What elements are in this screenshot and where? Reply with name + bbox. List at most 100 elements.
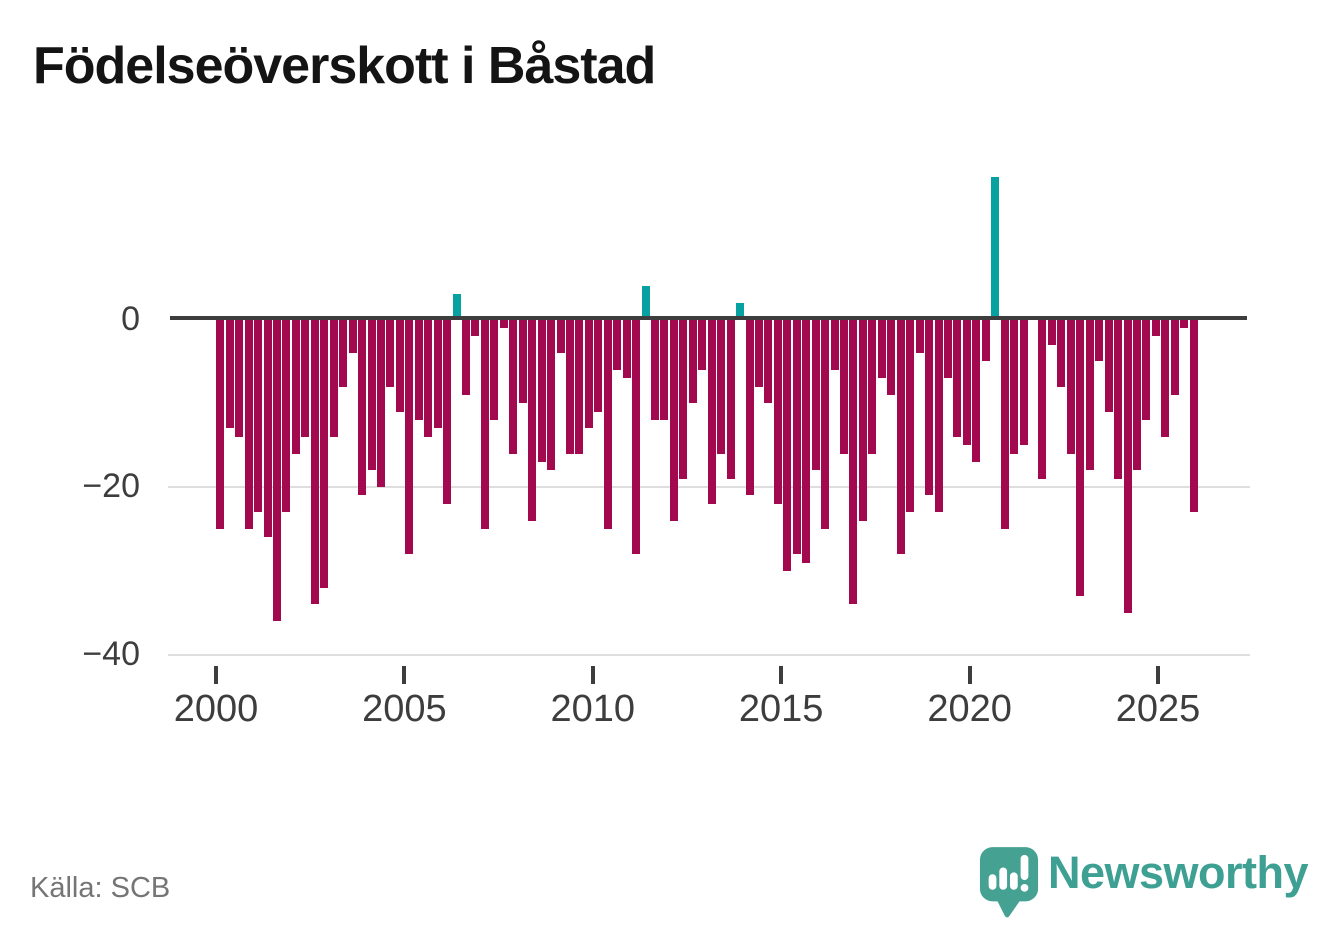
bar-2025q2 bbox=[1170, 319, 1179, 395]
bar-2022q1 bbox=[1047, 319, 1056, 345]
newsworthy-pin-icon bbox=[979, 847, 1039, 918]
x-axis-label-2025: 2025 bbox=[1115, 688, 1201, 730]
bar-2008q1 bbox=[518, 319, 527, 404]
bar-2022q4 bbox=[1076, 319, 1085, 597]
bar-2006q4 bbox=[471, 319, 480, 337]
bar-2009q4 bbox=[584, 319, 593, 429]
bar-2000q4 bbox=[244, 319, 253, 529]
bar-2002q2 bbox=[301, 319, 310, 437]
bar-2001q3 bbox=[273, 319, 281, 622]
bar-2019q1 bbox=[934, 319, 943, 513]
bar-2010q4 bbox=[622, 319, 631, 379]
bar-2022q2 bbox=[1057, 319, 1066, 387]
bar-2006q3 bbox=[462, 319, 470, 395]
bar-2018q4 bbox=[925, 319, 934, 496]
bar-2015q4 bbox=[811, 319, 820, 471]
bar-2025q4 bbox=[1189, 319, 1198, 513]
bar-2004q3 bbox=[386, 319, 395, 387]
x-tick-2025 bbox=[1156, 666, 1160, 684]
x-tick-2010 bbox=[590, 666, 595, 684]
bar-2009q3 bbox=[575, 319, 584, 454]
bar-2014q2 bbox=[754, 319, 763, 387]
bar-2015q2 bbox=[792, 319, 801, 555]
bar-2003q1 bbox=[329, 319, 338, 437]
bar-2004q2 bbox=[376, 319, 385, 488]
bar-2007q1 bbox=[480, 319, 489, 529]
bar-2020q4 bbox=[1000, 319, 1009, 529]
bar-2024q1 bbox=[1123, 319, 1132, 613]
bar-2008q2 bbox=[528, 319, 537, 521]
bar-2002q3 bbox=[310, 319, 319, 605]
x-axis-label-2000: 2000 bbox=[173, 688, 259, 730]
x-tick-2000 bbox=[214, 666, 218, 684]
bar-2017q2 bbox=[868, 319, 877, 454]
bar-2019q2 bbox=[943, 319, 952, 379]
bar-2021q4 bbox=[1038, 319, 1047, 479]
bar-2024q2 bbox=[1132, 319, 1141, 471]
bar-2023q2 bbox=[1095, 319, 1104, 362]
bar-2025q3 bbox=[1180, 319, 1189, 328]
bar-2016q2 bbox=[830, 319, 839, 370]
bar-2006q1 bbox=[443, 319, 452, 504]
bar-2020q1 bbox=[972, 319, 981, 462]
bar-2007q4 bbox=[509, 319, 518, 454]
bar-2013q2 bbox=[717, 319, 726, 454]
bar-2011q2 bbox=[641, 285, 650, 320]
bar-2010q2 bbox=[603, 319, 612, 529]
bar-2008q4 bbox=[547, 319, 556, 471]
x-tick-2015 bbox=[779, 666, 784, 684]
bar-2025q1 bbox=[1161, 319, 1170, 437]
x-axis-label-2015: 2015 bbox=[738, 688, 824, 730]
bar-2017q1 bbox=[858, 319, 867, 521]
bar-2007q2 bbox=[490, 319, 499, 421]
bar-2008q3 bbox=[537, 319, 546, 462]
bar-2013q1 bbox=[707, 319, 716, 504]
bar-2012q1 bbox=[669, 319, 678, 521]
bar-2007q3 bbox=[499, 319, 508, 328]
bar-2021q2 bbox=[1019, 319, 1028, 446]
gridline-y-40 bbox=[168, 653, 1250, 656]
bar-2005q4 bbox=[433, 319, 442, 429]
bar-2014q3 bbox=[764, 319, 773, 404]
bar-2002q4 bbox=[320, 319, 329, 588]
bar-2014q4 bbox=[773, 319, 782, 504]
bar-2016q4 bbox=[849, 319, 858, 605]
newsworthy-logo: Newsworthy bbox=[978, 843, 1309, 923]
bar-2003q4 bbox=[358, 319, 367, 496]
bar-2000q2 bbox=[225, 319, 234, 429]
zero-axis-line bbox=[170, 316, 1247, 320]
bar-2019q3 bbox=[953, 319, 962, 437]
bar-2015q1 bbox=[783, 319, 792, 571]
bar-2012q2 bbox=[679, 319, 688, 479]
bar-2018q1 bbox=[896, 319, 905, 555]
bar-2009q2 bbox=[565, 319, 574, 454]
x-tick-2005 bbox=[402, 666, 407, 684]
bar-2004q1 bbox=[367, 319, 376, 471]
bar-2005q2 bbox=[414, 319, 423, 421]
bar-2014q1 bbox=[745, 319, 754, 496]
bar-2020q3 bbox=[991, 177, 1000, 320]
bar-2010q3 bbox=[613, 319, 622, 370]
bar-2001q4 bbox=[282, 319, 291, 513]
bar-2011q3 bbox=[651, 319, 659, 421]
bar-2016q3 bbox=[840, 319, 848, 454]
bar-2023q3 bbox=[1104, 319, 1113, 412]
bar-2020q2 bbox=[981, 319, 990, 362]
bar-2006q2 bbox=[452, 294, 461, 320]
bar-2005q1 bbox=[405, 319, 414, 555]
bar-2021q1 bbox=[1010, 319, 1019, 454]
bar-2017q4 bbox=[887, 319, 896, 395]
x-axis-label-2005: 2005 bbox=[362, 688, 447, 730]
bar-2011q1 bbox=[632, 319, 641, 555]
bar-2012q4 bbox=[698, 319, 707, 370]
bar-2004q4 bbox=[395, 319, 404, 412]
bar-2013q3 bbox=[726, 319, 735, 479]
bar-2001q2 bbox=[263, 319, 272, 538]
bar-2009q1 bbox=[556, 319, 565, 354]
source-label: Källa: SCB bbox=[30, 872, 171, 904]
bar-2012q3 bbox=[688, 319, 697, 404]
x-axis-label-2010: 2010 bbox=[550, 688, 636, 730]
bar-2001q1 bbox=[254, 319, 263, 513]
bar-2000q3 bbox=[235, 319, 244, 437]
bar-2023q4 bbox=[1114, 319, 1123, 479]
